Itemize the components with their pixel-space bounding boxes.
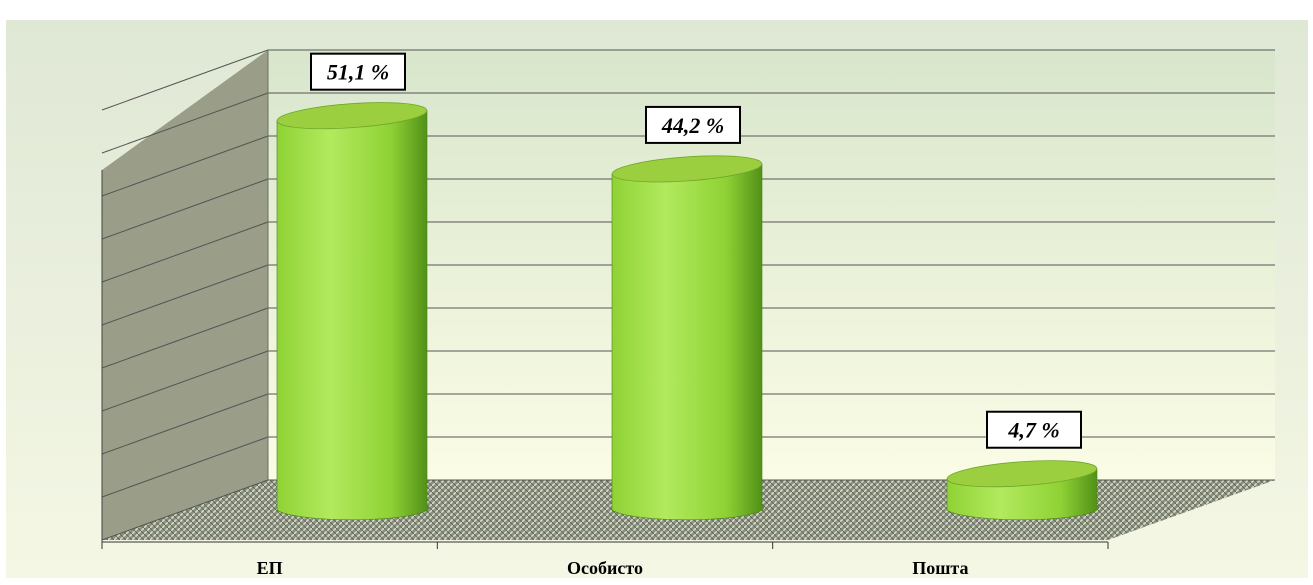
gridline-side [101, 479, 269, 541]
data-label-box-1 [645, 105, 741, 144]
bar-top-2 [946, 460, 1098, 488]
gridline-side [101, 307, 269, 369]
x-tick-label-0: ЕП [257, 558, 283, 578]
gridline-side [101, 49, 269, 111]
data-label-box-0 [310, 52, 406, 91]
plot-layer: 51,1 % ЕП 44,2 % Особисто 4,7 % Пошта [101, 49, 1275, 578]
gridline-side [101, 178, 269, 240]
bar-top-0 [276, 102, 428, 130]
bar-1 [611, 163, 764, 521]
data-label-box-2 [986, 410, 1082, 449]
data-label-1: 44,2 % [661, 113, 724, 138]
x-tick-label-1: Особисто [567, 558, 643, 578]
gridline-side [101, 393, 269, 455]
gridline-side [101, 436, 269, 498]
gridline-side [101, 221, 269, 283]
data-label-2: 4,7 % [1007, 418, 1059, 443]
gridline-side [101, 350, 269, 412]
gridline-side [101, 135, 269, 197]
bar-0 [276, 110, 429, 521]
bar-top-1 [611, 155, 763, 183]
gridline-side [101, 264, 269, 326]
data-label-0: 51,1 % [327, 60, 389, 85]
x-tick-label-2: Пошта [912, 558, 968, 578]
gridline-side [101, 92, 269, 154]
